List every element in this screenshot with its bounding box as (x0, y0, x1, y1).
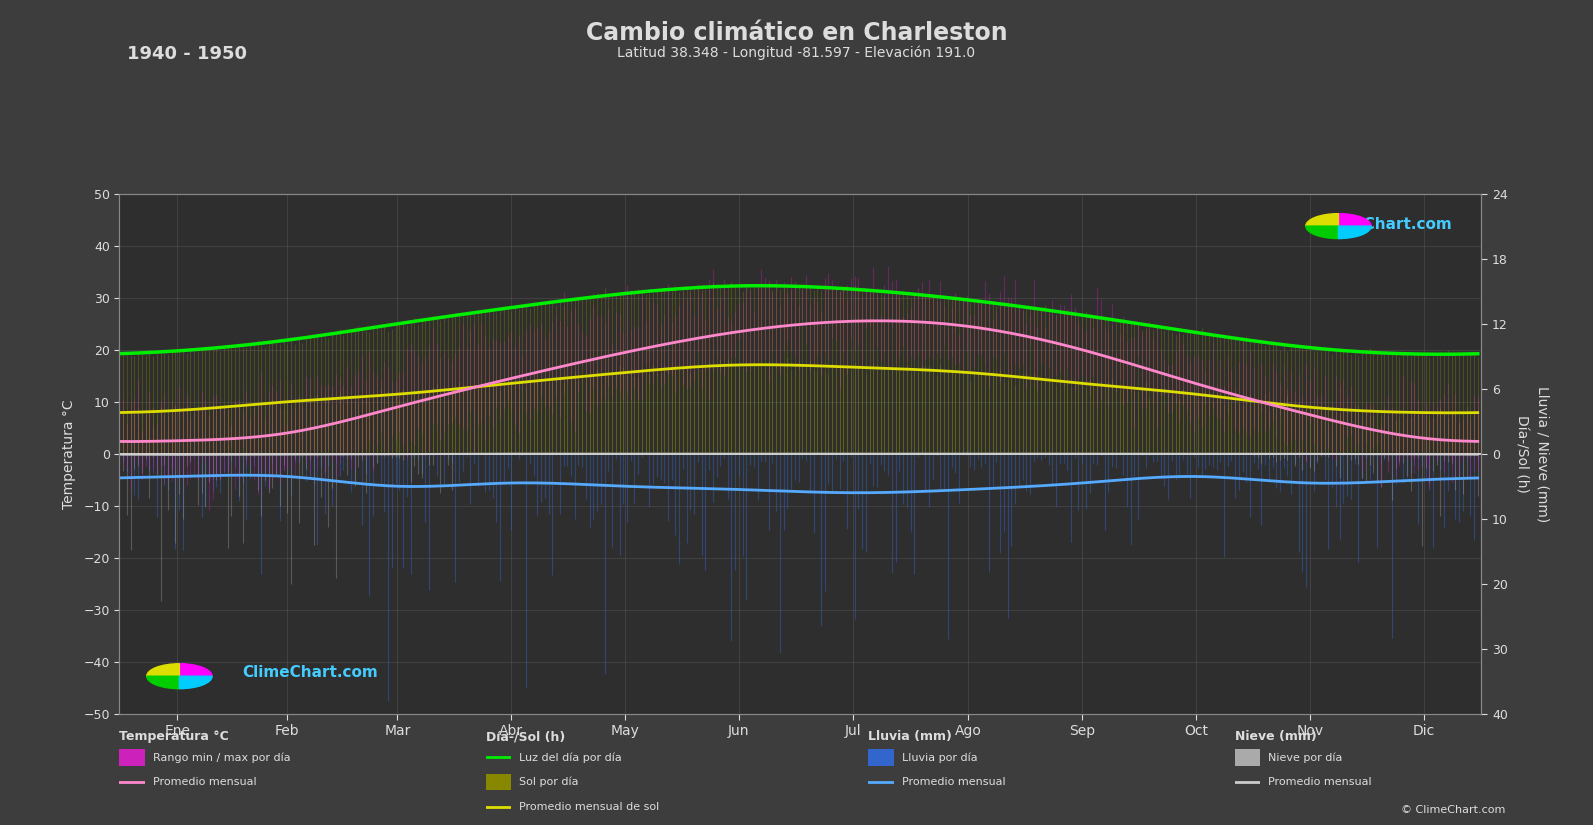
Text: Promedio mensual de sol: Promedio mensual de sol (519, 802, 660, 812)
Text: Promedio mensual: Promedio mensual (1268, 777, 1372, 787)
Wedge shape (147, 664, 180, 676)
Text: Lluvia (mm): Lluvia (mm) (868, 730, 953, 743)
Wedge shape (147, 676, 180, 689)
Wedge shape (1306, 214, 1338, 226)
Text: 1940 - 1950: 1940 - 1950 (127, 45, 247, 64)
Text: Sol por día: Sol por día (519, 777, 578, 787)
Text: Promedio mensual: Promedio mensual (902, 777, 1005, 787)
Wedge shape (180, 664, 212, 676)
Text: Lluvia por día: Lluvia por día (902, 752, 977, 762)
Text: ClimeChart.com: ClimeChart.com (242, 665, 378, 680)
Wedge shape (1306, 226, 1338, 238)
Text: Día-/Sol (h): Día-/Sol (h) (486, 730, 566, 743)
Text: ClimeChart.com: ClimeChart.com (1316, 217, 1451, 233)
Y-axis label: Lluvia / Nieve (mm): Lluvia / Nieve (mm) (1536, 385, 1550, 522)
Wedge shape (1338, 214, 1372, 226)
Text: Nieve por día: Nieve por día (1268, 752, 1343, 762)
Text: Cambio climático en Charleston: Cambio climático en Charleston (586, 21, 1007, 45)
Wedge shape (180, 676, 212, 689)
Text: Rango min / max por día: Rango min / max por día (153, 752, 290, 762)
Y-axis label: Día-/Sol (h): Día-/Sol (h) (1515, 415, 1529, 493)
Wedge shape (1338, 226, 1372, 238)
Y-axis label: Temperatura °C: Temperatura °C (62, 399, 76, 508)
Text: Nieve (mm): Nieve (mm) (1235, 730, 1316, 743)
Text: Latitud 38.348 - Longitud -81.597 - Elevación 191.0: Latitud 38.348 - Longitud -81.597 - Elev… (618, 45, 975, 60)
Text: Promedio mensual: Promedio mensual (153, 777, 256, 787)
Text: Temperatura °C: Temperatura °C (119, 730, 229, 743)
Text: Luz del día por día: Luz del día por día (519, 752, 623, 762)
Text: © ClimeChart.com: © ClimeChart.com (1400, 805, 1505, 815)
